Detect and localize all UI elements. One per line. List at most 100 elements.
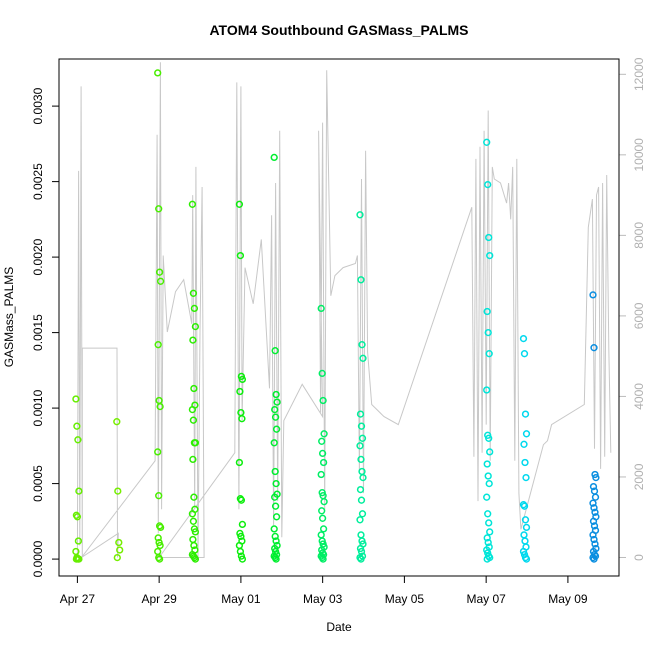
data-point bbox=[74, 537, 83, 545]
data-point bbox=[483, 307, 491, 316]
data-point bbox=[591, 493, 600, 501]
data-point bbox=[236, 547, 245, 556]
data-point bbox=[356, 410, 365, 418]
data-point bbox=[522, 523, 531, 532]
y-axis-label: GASMass_PALMS bbox=[2, 267, 16, 367]
data-point bbox=[522, 555, 531, 563]
data-point bbox=[73, 422, 81, 430]
data-point bbox=[317, 304, 325, 313]
series-1 bbox=[113, 418, 124, 562]
data-point bbox=[189, 517, 198, 525]
data-point bbox=[591, 540, 599, 548]
data-point bbox=[357, 276, 365, 284]
chart-title: ATOM4 Southbound GASMass_PALMS bbox=[209, 22, 468, 38]
data-point bbox=[237, 532, 245, 541]
data-point bbox=[483, 555, 491, 563]
y-tick-label: 0.0010 bbox=[31, 389, 45, 426]
data-point bbox=[154, 341, 162, 349]
data-point bbox=[520, 440, 528, 448]
data-point bbox=[520, 531, 528, 539]
data-point bbox=[356, 442, 364, 450]
x-tick-label: Apr 27 bbox=[60, 592, 96, 606]
data-point bbox=[320, 430, 328, 438]
data-point bbox=[155, 555, 164, 563]
data-point bbox=[154, 69, 162, 77]
data-point bbox=[189, 289, 198, 297]
y-right-tick-label: 12000 bbox=[632, 57, 646, 91]
data-point bbox=[271, 347, 279, 355]
data-point bbox=[191, 555, 200, 563]
data-point bbox=[484, 328, 492, 337]
data-point bbox=[317, 470, 325, 479]
data-point bbox=[357, 455, 365, 464]
data-point bbox=[113, 418, 121, 426]
y-right-tick-label: 6000 bbox=[632, 302, 646, 329]
data-point bbox=[271, 413, 280, 421]
data-point bbox=[114, 487, 122, 495]
data-point bbox=[318, 507, 326, 515]
data-point bbox=[519, 334, 528, 343]
altitude-line bbox=[76, 62, 612, 558]
data-point bbox=[590, 555, 598, 563]
data-point bbox=[154, 448, 162, 456]
data-point bbox=[589, 517, 598, 525]
data-point bbox=[357, 555, 365, 563]
data-point bbox=[156, 523, 165, 532]
data-point bbox=[191, 528, 200, 536]
data-point bbox=[113, 553, 121, 562]
data-point bbox=[235, 458, 244, 467]
data-point bbox=[522, 473, 530, 482]
data-point bbox=[273, 398, 281, 406]
data-point bbox=[154, 534, 162, 542]
data-point bbox=[190, 304, 199, 313]
data-point bbox=[270, 439, 278, 447]
data-point bbox=[484, 538, 492, 547]
y-tick-label: 0.0025 bbox=[31, 163, 45, 200]
data-point bbox=[189, 455, 197, 464]
data-point bbox=[589, 531, 597, 539]
data-point bbox=[484, 180, 492, 189]
data-point bbox=[235, 200, 244, 208]
data-point bbox=[521, 516, 530, 524]
data-point bbox=[271, 467, 279, 476]
data-point bbox=[483, 493, 491, 501]
y-right-tick-label: 4000 bbox=[632, 383, 646, 410]
data-point bbox=[190, 541, 198, 550]
altitude-line-layer bbox=[76, 62, 612, 558]
data-point bbox=[155, 492, 163, 500]
data-point bbox=[272, 425, 281, 433]
data-point bbox=[356, 485, 365, 494]
data-point bbox=[356, 516, 364, 524]
data-point bbox=[317, 531, 325, 539]
data-point bbox=[589, 291, 597, 299]
data-point bbox=[318, 369, 326, 378]
data-point bbox=[272, 555, 280, 563]
axes-layer: Apr 27 Apr 29 May 01 May 03 May 05 May 07 May … bbox=[31, 57, 646, 606]
data-point bbox=[75, 555, 83, 563]
data-point bbox=[485, 350, 493, 358]
data-point bbox=[271, 502, 280, 510]
data-point bbox=[236, 251, 245, 260]
data-point bbox=[485, 434, 493, 442]
data-point bbox=[319, 555, 327, 563]
data-point bbox=[272, 390, 280, 399]
data-point bbox=[521, 458, 529, 467]
data-point bbox=[188, 405, 197, 414]
data-point bbox=[486, 448, 494, 456]
data-point bbox=[521, 537, 529, 545]
data-point bbox=[72, 555, 81, 563]
data-point bbox=[189, 535, 197, 544]
data-point bbox=[318, 449, 327, 458]
data-point bbox=[359, 354, 367, 362]
data-point bbox=[270, 153, 278, 162]
data-point bbox=[116, 546, 124, 554]
series-3 bbox=[188, 200, 200, 563]
y-right-tick-label: 2000 bbox=[632, 463, 646, 490]
data-point bbox=[191, 439, 200, 447]
data-point bbox=[589, 499, 597, 507]
data-points-layer bbox=[72, 69, 600, 563]
series-6 bbox=[317, 304, 328, 563]
data-point bbox=[357, 496, 366, 504]
data-point bbox=[357, 422, 366, 430]
